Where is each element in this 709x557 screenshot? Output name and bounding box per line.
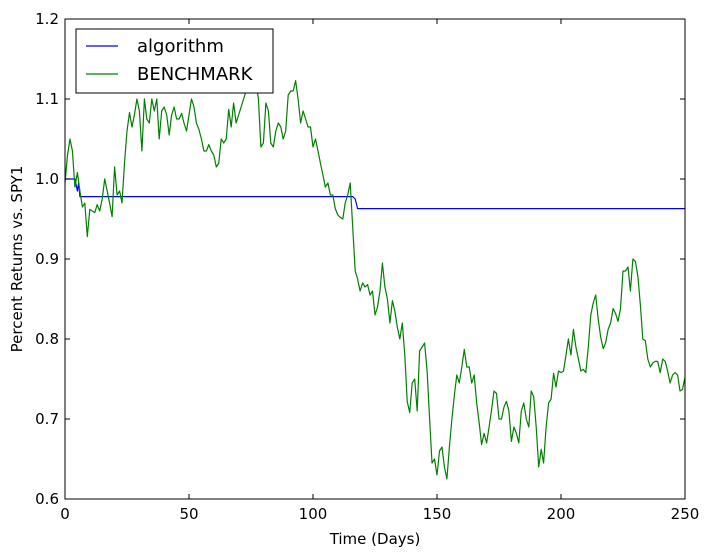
x-axis-label: Time (Days) xyxy=(329,530,421,548)
legend: algorithm BENCHMARK xyxy=(75,28,274,94)
legend-label-benchmark: BENCHMARK xyxy=(137,64,254,85)
y-tick-label: 1.1 xyxy=(35,90,59,108)
x-tick-label: 250 xyxy=(671,505,700,523)
series-line-benchmark xyxy=(64,78,686,480)
x-tick-label: 200 xyxy=(547,505,576,523)
y-axis-ticks: 0.6 0.7 0.8 0.9 1.0 1.1 1.2 xyxy=(35,10,685,508)
legend-box xyxy=(75,28,274,94)
x-tick-label: 0 xyxy=(60,505,70,523)
y-tick-label: 0.6 xyxy=(35,490,59,508)
y-tick-label: 1.2 xyxy=(35,10,59,28)
y-tick-label: 1.0 xyxy=(35,170,59,188)
x-tick-label: 100 xyxy=(299,505,328,523)
y-tick-label: 0.9 xyxy=(35,250,59,268)
legend-label-algorithm: algorithm xyxy=(137,36,224,57)
y-tick-label: 0.7 xyxy=(35,410,59,428)
y-axis-label: Percent Returns vs. SPY1 xyxy=(8,166,26,353)
x-tick-label: 150 xyxy=(423,505,452,523)
plot-lines xyxy=(64,78,686,480)
x-axis-ticks: 0 50 100 150 200 250 xyxy=(60,19,699,523)
x-tick-label: 50 xyxy=(179,505,198,523)
y-tick-label: 0.8 xyxy=(35,330,59,348)
